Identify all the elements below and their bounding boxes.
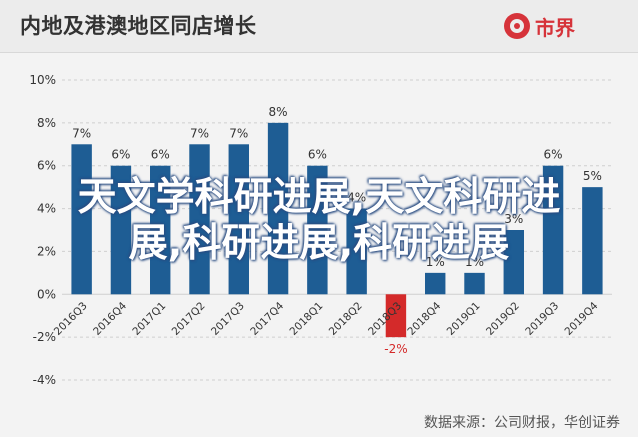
data-label: 6% (151, 148, 170, 162)
data-label: 6% (544, 148, 563, 162)
data-label: 7% (190, 126, 209, 140)
bar (464, 272, 485, 295)
y-tick-label: 10% (29, 73, 56, 87)
brand-logo: 市界 (504, 10, 575, 42)
x-tick-label: 2019Q1 (445, 300, 483, 338)
data-label: 1% (465, 255, 484, 269)
bar (267, 122, 289, 295)
data-label: 7% (72, 126, 91, 140)
x-tick-label: 2016Q4 (91, 300, 129, 338)
logo-circle-icon (504, 13, 530, 39)
bar (425, 272, 446, 295)
y-tick-label: 2% (37, 244, 56, 258)
label-layer: 7% 6% 6% 7% 7% 8% 6% 4% -2% 1% 1% 3% 6% 5% (72, 105, 602, 356)
bar (346, 208, 367, 295)
x-tick-label: 2019Q4 (563, 300, 601, 338)
data-label: 8% (269, 105, 288, 119)
y-tick-label: 6% (37, 159, 56, 173)
data-label: 1% (426, 255, 445, 269)
bar (307, 165, 328, 295)
bar-layer (71, 122, 603, 338)
bar (385, 294, 407, 338)
bar (150, 165, 171, 295)
x-tick-label: 2017Q2 (170, 300, 208, 338)
x-tick-label: 2018Q2 (327, 300, 365, 338)
bar (542, 165, 564, 295)
x-tick-label: 2019Q3 (523, 300, 561, 338)
bar (71, 144, 92, 295)
y-tick-label: -2% (33, 330, 56, 344)
x-tick-label: 2017Q1 (130, 300, 168, 338)
x-tick-label: 2018Q4 (405, 300, 443, 338)
chart-title: 内地及港澳地区同店增长 (20, 14, 257, 38)
x-tick-label: 2019Q2 (484, 300, 522, 338)
x-tick-label: 2016Q3 (52, 300, 90, 338)
bar-chart: 7% 6% 6% 7% 7% 8% 6% 4% -2% 1% 1% 3% 6% 5% -4% -2% 0% 2%… (29, 73, 612, 387)
y-tick-label: 4% (37, 202, 56, 216)
x-tick-label: 2018Q1 (288, 300, 326, 338)
y-tick-label: 0% (37, 287, 56, 301)
data-label: 3% (504, 212, 523, 226)
data-label: 5% (583, 169, 602, 183)
data-label: 4% (347, 191, 366, 205)
bar (582, 187, 603, 295)
data-label: 6% (308, 148, 327, 162)
bar (503, 230, 524, 295)
x-tick-label: 2017Q3 (209, 300, 247, 338)
data-label: 6% (111, 148, 130, 162)
data-label: 7% (229, 126, 248, 140)
x-tick-label: 2017Q4 (248, 300, 286, 338)
bar (189, 144, 210, 295)
chart-header: 内地及港澳地区同店增长 市界 (0, 0, 638, 53)
data-source: 数据来源：公司财报，华创证券 (424, 415, 620, 431)
logo-text: 市界 (535, 15, 575, 40)
y-tick-label: -4% (33, 373, 56, 387)
data-label: -2% (384, 342, 407, 356)
bar (110, 165, 132, 295)
bar (228, 144, 249, 295)
y-tick-label: 8% (37, 116, 56, 130)
